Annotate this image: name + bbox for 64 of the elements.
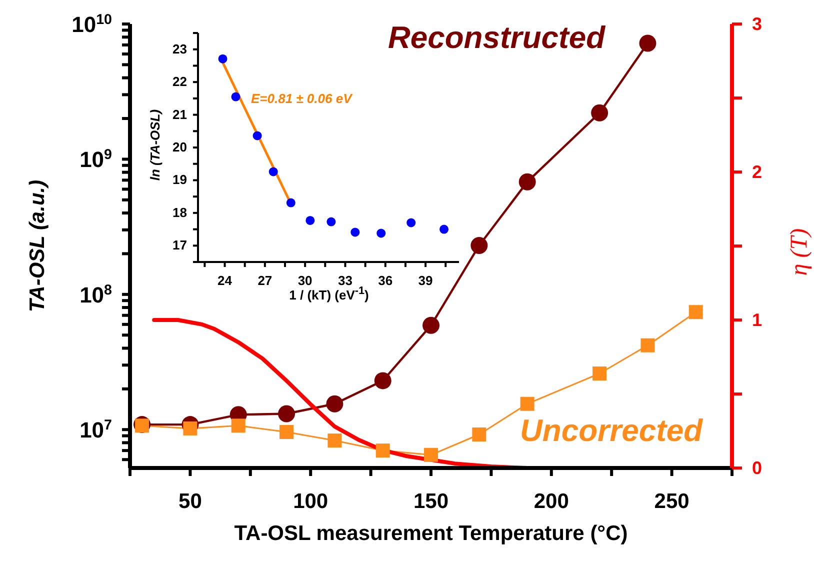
y-tick-label: 19	[172, 172, 187, 188]
x-tick-label: 150	[413, 490, 449, 513]
x-tick-label: 100	[293, 490, 328, 513]
series-label: Uncorrected	[520, 413, 703, 449]
y-tick-label: 21	[172, 106, 187, 122]
y2-tick-label: 2	[752, 162, 762, 182]
y-axis-title: ln (TA-OSL)	[148, 109, 162, 181]
point	[231, 92, 240, 102]
point	[286, 198, 296, 208]
x-tick-label: 50	[178, 490, 202, 513]
x-tick-label: 36	[378, 273, 393, 288]
y-tick-label: 10$^{8}$	[80, 282, 112, 308]
point	[231, 418, 246, 433]
y-tick-label: 22	[172, 74, 187, 90]
point	[640, 338, 655, 352]
y2-tick-label: 1	[752, 310, 762, 330]
y-tick-label: 18	[172, 204, 187, 220]
y-tick-label: 10$^{9}$	[80, 147, 112, 172]
annotation: E=0.81 ± 0.06 eV	[251, 91, 352, 106]
y-axis-title: TA-OSL (a.u.)	[26, 180, 50, 312]
point	[376, 228, 386, 238]
point	[639, 34, 656, 52]
point	[520, 396, 534, 411]
x-tick-label: 27	[258, 273, 272, 288]
point	[374, 372, 392, 390]
point	[183, 421, 198, 436]
y2-axis-title: η (T)	[786, 228, 814, 276]
point	[252, 131, 262, 140]
y-tick-label: 20	[172, 140, 187, 154]
point	[424, 448, 438, 462]
y-tick-label: 17	[172, 238, 187, 253]
point	[306, 216, 315, 225]
point	[470, 236, 488, 254]
x-axis-title: TA-OSL measurement Temperature (°C)	[234, 522, 628, 546]
x-tick-label: 24	[218, 273, 233, 288]
series-label: Reconstructed	[388, 20, 606, 56]
y-tick-label: 10$^{10}$	[72, 12, 112, 37]
point	[518, 173, 536, 190]
point	[280, 425, 294, 439]
x-tick-label: 39	[418, 273, 433, 288]
x-tick-label: 250	[654, 490, 690, 513]
point	[326, 217, 336, 226]
x-tick-label: 30	[298, 273, 312, 288]
point	[472, 428, 486, 442]
point	[406, 218, 416, 228]
point	[376, 444, 390, 458]
point	[278, 405, 296, 422]
x-axis-title: 1 / (kT) (eV$^{-1}$)	[289, 285, 369, 302]
point	[268, 167, 278, 176]
y-tick-label: 23	[172, 41, 187, 56]
y2-tick-label: 0	[752, 458, 762, 478]
y-tick-label: 10$^{7}$	[80, 418, 112, 443]
x-tick-label: 200	[534, 490, 569, 513]
point	[328, 434, 342, 448]
point	[350, 228, 360, 237]
point	[591, 104, 608, 122]
point	[218, 54, 228, 64]
point	[688, 305, 703, 320]
point	[326, 395, 344, 412]
y2-tick-label: 3	[752, 14, 762, 34]
x-tick-label: 33	[338, 273, 352, 288]
point	[592, 366, 607, 380]
point	[422, 316, 440, 334]
point	[440, 224, 449, 234]
